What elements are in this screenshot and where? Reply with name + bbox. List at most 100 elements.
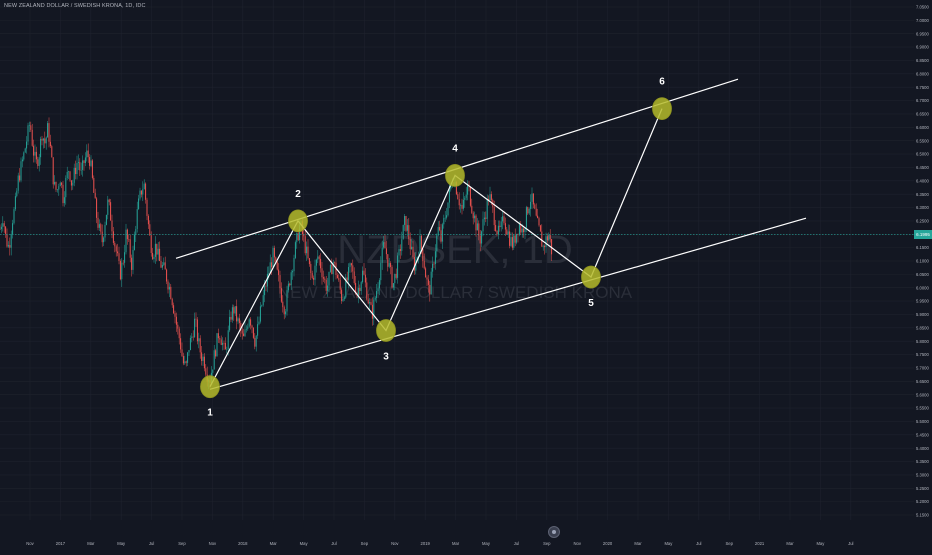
candle-body xyxy=(457,194,459,200)
candle-body xyxy=(339,279,341,290)
candle-body xyxy=(217,333,219,339)
candle-body xyxy=(136,209,138,229)
wave-point-marker xyxy=(581,265,601,289)
wave-label: 3 xyxy=(383,352,389,363)
candle-body xyxy=(489,194,491,201)
candle-body xyxy=(496,231,498,235)
candle-body xyxy=(198,338,200,342)
price-tick-label: 5.2000 xyxy=(916,499,929,504)
candle-body xyxy=(328,271,330,286)
candle-body xyxy=(314,265,316,280)
candle-body xyxy=(286,290,288,312)
candle-body xyxy=(402,224,404,240)
price-tick-label: 5.2500 xyxy=(916,486,929,491)
candle-body xyxy=(114,242,116,247)
candle-body xyxy=(485,217,487,219)
price-tick-label: 6.8500 xyxy=(916,58,929,63)
candle-body xyxy=(525,207,527,228)
candle-body xyxy=(12,223,14,235)
candle-body xyxy=(149,224,151,236)
candle-body xyxy=(460,204,462,206)
candle-body xyxy=(299,224,301,241)
price-tick-label: 6.5000 xyxy=(916,152,929,157)
candle-body xyxy=(371,304,373,319)
candle-body xyxy=(481,231,483,244)
candle-body xyxy=(530,201,532,209)
candle-body xyxy=(282,301,284,308)
price-tick-label: 6.5500 xyxy=(916,138,929,143)
candle-body xyxy=(79,162,81,171)
candle-body xyxy=(321,268,323,278)
candle-body xyxy=(220,339,222,345)
time-tick-label: Nov xyxy=(573,541,581,546)
price-axis[interactable]: 7.0500 7.0000 6.9500 6.9000 6.8500 6.8000 6.75… xyxy=(914,0,932,550)
wave-point-marker xyxy=(445,164,465,187)
candle-body xyxy=(432,263,434,272)
time-tick-label: Jul xyxy=(331,541,336,546)
candle-body xyxy=(66,171,68,179)
candle-body xyxy=(10,234,12,248)
candle-body xyxy=(475,215,477,231)
candle-body xyxy=(30,125,32,130)
candle-body xyxy=(19,175,21,181)
candle-body xyxy=(84,157,86,164)
price-tick-label: 6.0000 xyxy=(916,285,929,290)
time-tick-label: Sep xyxy=(543,541,551,546)
candle-body xyxy=(397,255,399,278)
price-tick-label: 6.0500 xyxy=(916,272,929,277)
candle-body xyxy=(161,264,163,268)
candle-body xyxy=(203,356,205,369)
price-tick-label: 5.6500 xyxy=(916,379,929,384)
candle-body xyxy=(471,205,473,213)
candle-body xyxy=(269,262,271,274)
candle-body xyxy=(62,184,64,204)
candle-body xyxy=(157,248,159,255)
candle-body xyxy=(537,215,539,219)
wave-point-marker xyxy=(288,209,308,233)
price-tick-label: 6.3000 xyxy=(916,205,929,210)
candle-body xyxy=(381,247,383,263)
candle-body xyxy=(462,199,464,209)
candle-body xyxy=(507,231,509,235)
candle-body xyxy=(425,268,427,278)
candle-body xyxy=(338,278,340,280)
candle-body xyxy=(51,146,53,158)
price-tick-label: 6.4500 xyxy=(916,165,929,170)
candle-body xyxy=(168,286,170,290)
candle-body xyxy=(16,190,18,197)
candle-body xyxy=(174,313,176,317)
candle-body xyxy=(202,356,204,361)
logo-icon[interactable] xyxy=(548,526,560,538)
candle-body xyxy=(65,178,67,198)
candle-body xyxy=(230,316,232,320)
candle-body xyxy=(430,271,432,295)
candle-body xyxy=(101,231,103,243)
candle-body xyxy=(427,279,429,285)
candle-body xyxy=(307,246,309,259)
wave-label: 2 xyxy=(295,189,301,200)
time-tick-label: May xyxy=(816,541,825,546)
price-tick-label: 7.0000 xyxy=(916,18,929,23)
candle-body xyxy=(77,162,79,163)
candle-body xyxy=(105,214,107,225)
price-tick-label: 7.0500 xyxy=(916,5,929,10)
candle-body xyxy=(388,263,390,267)
candle-body xyxy=(506,229,508,235)
candle-body xyxy=(497,225,499,235)
candle-body xyxy=(160,260,162,268)
wave-point-marker xyxy=(376,319,396,342)
time-axis[interactable]: Nov 2017 Mar May Jul Sep Nov 2018 Mar May Jul Sep No… xyxy=(26,541,853,546)
candle-body xyxy=(334,262,336,263)
candle-body xyxy=(542,245,544,247)
candle-body xyxy=(364,274,366,283)
candle-body xyxy=(184,361,186,364)
candle-body xyxy=(422,249,424,262)
candle-body xyxy=(283,307,285,315)
candle-body xyxy=(89,157,91,166)
candle-body xyxy=(447,202,449,216)
candle-body xyxy=(24,148,26,153)
time-tick-label: 2020 xyxy=(603,541,613,546)
drawing-annotations[interactable]: 1 2 3 4 5 6 xyxy=(175,77,807,419)
